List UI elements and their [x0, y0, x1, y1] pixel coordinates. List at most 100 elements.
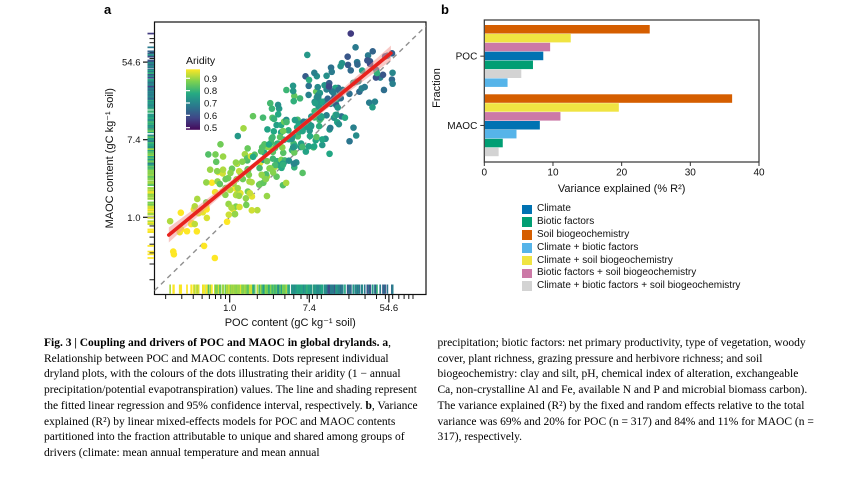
data-point: [307, 123, 315, 130]
data-point: [305, 76, 313, 84]
data-point: [354, 61, 361, 68]
data-point: [303, 51, 311, 59]
data-point: [271, 161, 279, 169]
data-point: [191, 220, 199, 228]
data-point: [318, 141, 326, 149]
data-point: [264, 126, 271, 133]
x-axis-tick-label: 0: [482, 168, 488, 179]
data-point: [317, 113, 325, 120]
bar-maoc-2: [484, 103, 619, 112]
figure-caption: Fig. 3 | Coupling and drivers of POC and…: [44, 336, 814, 462]
data-point: [311, 99, 319, 107]
y-axis-tick-label: 54.6: [122, 58, 141, 69]
y-axis-label: MAOC content (gC kg⁻¹ soil): [104, 88, 116, 228]
data-point: [274, 101, 282, 109]
data-point: [314, 83, 322, 91]
colorbar-tick-label: 0.6: [204, 111, 217, 122]
data-point: [305, 82, 313, 90]
data-point: [183, 227, 191, 235]
data-point: [338, 59, 346, 67]
data-point: [193, 195, 201, 203]
data-point: [236, 203, 243, 211]
legend-item: Climate: [522, 203, 740, 216]
data-point: [315, 122, 323, 130]
data-point: [222, 175, 229, 183]
legend-label: Climate + biotic factors + soil biogeoch…: [537, 280, 741, 292]
group-label-poc: POC: [456, 52, 478, 63]
y-axis-tick-label: 1.0: [127, 213, 140, 224]
data-point: [323, 112, 330, 119]
legend-label: Biotic factors: [537, 216, 595, 228]
data-point: [379, 71, 387, 79]
legend-label: Climate + biotic factors: [537, 241, 639, 253]
bar-chart-variance-explained: POC MAOC 0 10 20 30 40 Variance explained (% R²…: [431, 19, 765, 195]
data-point: [263, 157, 271, 165]
data-point: [248, 178, 255, 186]
data-point: [267, 165, 274, 172]
data-point: [276, 133, 284, 141]
legend-label: Biotic factors + soil biogeochemistry: [537, 267, 697, 279]
data-point: [369, 48, 377, 55]
data-point: [170, 251, 178, 258]
data-point: [315, 93, 322, 101]
data-point: [242, 194, 250, 202]
bar-poc-7: [484, 78, 508, 87]
data-point: [310, 143, 318, 150]
data-point: [283, 86, 290, 94]
data-point: [228, 204, 235, 211]
data-point: [328, 68, 336, 76]
legend-item: Climate + biotic factors + soil biogeoch…: [522, 280, 740, 293]
data-point: [217, 140, 224, 148]
x-axis-label: POC content (gC kg⁻¹ soil): [225, 317, 356, 329]
data-point: [347, 30, 355, 37]
data-point: [313, 133, 320, 141]
data-point: [270, 128, 278, 135]
bar-maoc-3: [484, 112, 561, 121]
data-point: [263, 192, 271, 200]
data-point: [335, 120, 343, 128]
data-point: [249, 112, 257, 120]
data-point: [344, 61, 352, 69]
caption-panel-a-marker: a: [382, 337, 389, 349]
data-point: [371, 98, 379, 105]
caption-panel-b-text: , Variance explained (R²) by linear mixe…: [44, 399, 418, 459]
legend-label: Climate: [537, 203, 571, 215]
data-point: [290, 149, 298, 156]
data-point: [258, 171, 265, 179]
data-point: [389, 80, 396, 88]
data-point: [200, 242, 208, 250]
bar-poc-3: [484, 42, 551, 52]
data-point: [262, 175, 270, 183]
colorbar-tick-label: 0.8: [204, 86, 217, 97]
data-point: [289, 143, 297, 151]
data-point: [219, 166, 227, 173]
legend-swatch: [522, 204, 532, 215]
data-point: [290, 160, 298, 168]
panel-a-plot-area: [154, 25, 426, 294]
caption-right-column: precipitation; biotic factors: net prima…: [437, 337, 814, 444]
bar-poc-6: [484, 69, 522, 78]
colorbar-title: Aridity: [186, 55, 216, 67]
data-point: [246, 189, 254, 197]
data-point: [273, 121, 280, 129]
legend-label: Soil biogeochemistry: [537, 228, 630, 240]
x-axis-tick-label: 30: [685, 168, 697, 179]
data-point: [202, 179, 210, 186]
data-point: [235, 192, 243, 200]
data-point: [227, 169, 234, 177]
bar-maoc-5: [484, 129, 517, 139]
legend-swatch: [522, 255, 532, 266]
data-point: [325, 83, 333, 90]
data-point: [364, 57, 371, 64]
data-point: [279, 127, 287, 135]
data-point: [203, 214, 211, 222]
data-point: [266, 99, 274, 107]
data-point: [208, 179, 216, 186]
bar-poc-5: [484, 60, 533, 70]
data-point: [166, 217, 174, 225]
data-point: [361, 83, 368, 91]
data-point: [248, 207, 256, 214]
rug-marks: [147, 32, 154, 259]
bar-poc-2: [484, 33, 571, 43]
